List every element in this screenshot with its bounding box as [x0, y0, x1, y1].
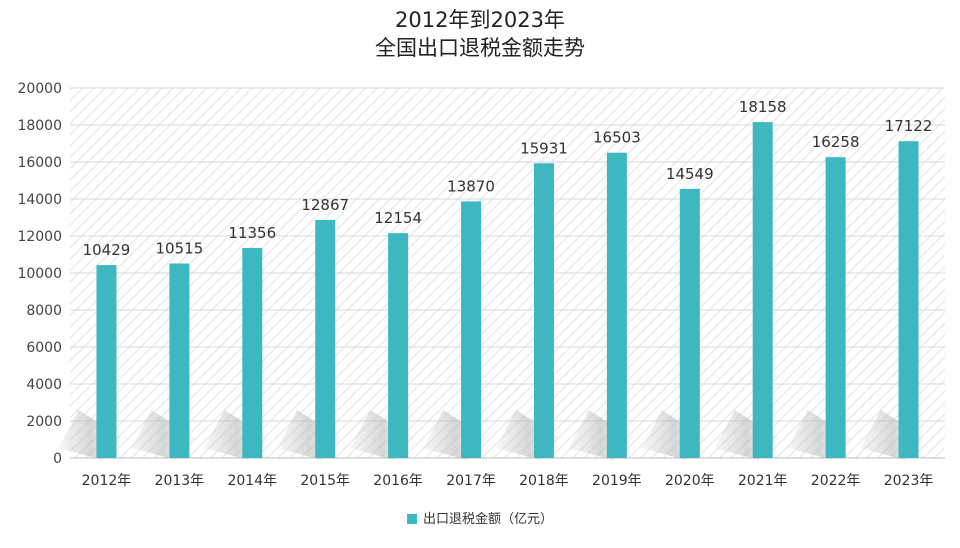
- y-tick-label: 4000: [26, 377, 62, 393]
- x-tick-label: 2019年: [592, 473, 642, 489]
- bar: [242, 247, 263, 458]
- data-label: 10515: [156, 239, 204, 257]
- bar: [752, 122, 773, 459]
- x-tick-label: 2022年: [811, 473, 861, 489]
- y-tick-label: 20000: [17, 81, 62, 97]
- y-tick-label: 12000: [17, 229, 62, 245]
- chart-title-line-1: 2012年到2023年: [395, 8, 565, 32]
- y-tick-label: 10000: [17, 266, 62, 282]
- y-tick-label: 2000: [26, 414, 62, 430]
- data-label: 10429: [83, 241, 131, 259]
- data-label: 15931: [520, 139, 568, 157]
- bar: [825, 157, 846, 459]
- data-label: 12867: [301, 196, 349, 214]
- data-label: 17122: [885, 117, 933, 135]
- x-tick-label: 2012年: [82, 473, 132, 489]
- legend-label: 出口退税金额（亿元）: [422, 512, 553, 527]
- y-tick-label: 0: [53, 451, 62, 467]
- x-tick-label: 2016年: [373, 473, 423, 489]
- x-tick-label: 2014年: [227, 473, 277, 489]
- x-tick-label: 2017年: [446, 473, 496, 489]
- bar: [315, 219, 336, 458]
- bar: [679, 188, 700, 458]
- y-tick-label: 8000: [26, 303, 62, 319]
- y-tick-label: 16000: [17, 155, 62, 171]
- x-tick-label: 2018年: [519, 473, 569, 489]
- bar: [96, 265, 117, 458]
- legend: 出口退税金额（亿元）: [0, 508, 960, 527]
- bar: [533, 163, 554, 459]
- data-label: 13870: [447, 177, 495, 195]
- bar: [606, 152, 627, 458]
- chart-title-line-2: 全国出口退税金额走势: [375, 36, 585, 60]
- data-label: 11356: [228, 224, 276, 242]
- y-tick-label: 6000: [26, 340, 62, 356]
- x-tick-label: 2015年: [300, 473, 350, 489]
- y-tick-label: 18000: [17, 118, 62, 134]
- data-label: 16258: [812, 133, 860, 151]
- x-tick-label: 2023年: [884, 473, 934, 489]
- x-tick-label: 2021年: [738, 473, 788, 489]
- legend-swatch: [406, 514, 417, 524]
- y-tick-label: 14000: [17, 192, 62, 208]
- data-label: 12154: [374, 209, 422, 227]
- bar: [169, 263, 190, 458]
- x-tick-label: 2013年: [155, 473, 205, 489]
- bar: [898, 141, 919, 459]
- bar: [461, 201, 482, 458]
- data-label: 18158: [739, 98, 787, 116]
- x-tick-label: 2020年: [665, 473, 715, 489]
- bar: [388, 233, 409, 458]
- data-label: 14549: [666, 165, 714, 183]
- data-label: 16503: [593, 129, 641, 147]
